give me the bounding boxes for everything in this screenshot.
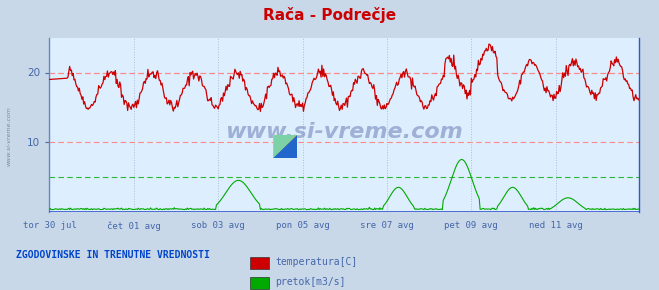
Text: www.si-vreme.com: www.si-vreme.com bbox=[225, 122, 463, 142]
Text: pretok[m3/s]: pretok[m3/s] bbox=[275, 277, 346, 287]
FancyBboxPatch shape bbox=[250, 257, 269, 269]
Text: ZGODOVINSKE IN TRENUTNE VREDNOSTI: ZGODOVINSKE IN TRENUTNE VREDNOSTI bbox=[16, 249, 210, 260]
Text: sob 03 avg: sob 03 avg bbox=[191, 221, 245, 230]
Text: Rača - Podrečje: Rača - Podrečje bbox=[263, 7, 396, 23]
Polygon shape bbox=[273, 135, 297, 158]
Text: pet 09 avg: pet 09 avg bbox=[444, 221, 498, 230]
Text: sre 07 avg: sre 07 avg bbox=[360, 221, 414, 230]
Text: tor 30 jul: tor 30 jul bbox=[22, 221, 76, 230]
Text: čet 01 avg: čet 01 avg bbox=[107, 221, 161, 231]
FancyBboxPatch shape bbox=[250, 277, 269, 289]
Text: pon 05 avg: pon 05 avg bbox=[275, 221, 330, 230]
Text: temperatura[C]: temperatura[C] bbox=[275, 257, 358, 267]
Polygon shape bbox=[273, 135, 297, 158]
Text: www.si-vreme.com: www.si-vreme.com bbox=[6, 106, 11, 166]
Text: ned 11 avg: ned 11 avg bbox=[529, 221, 583, 230]
